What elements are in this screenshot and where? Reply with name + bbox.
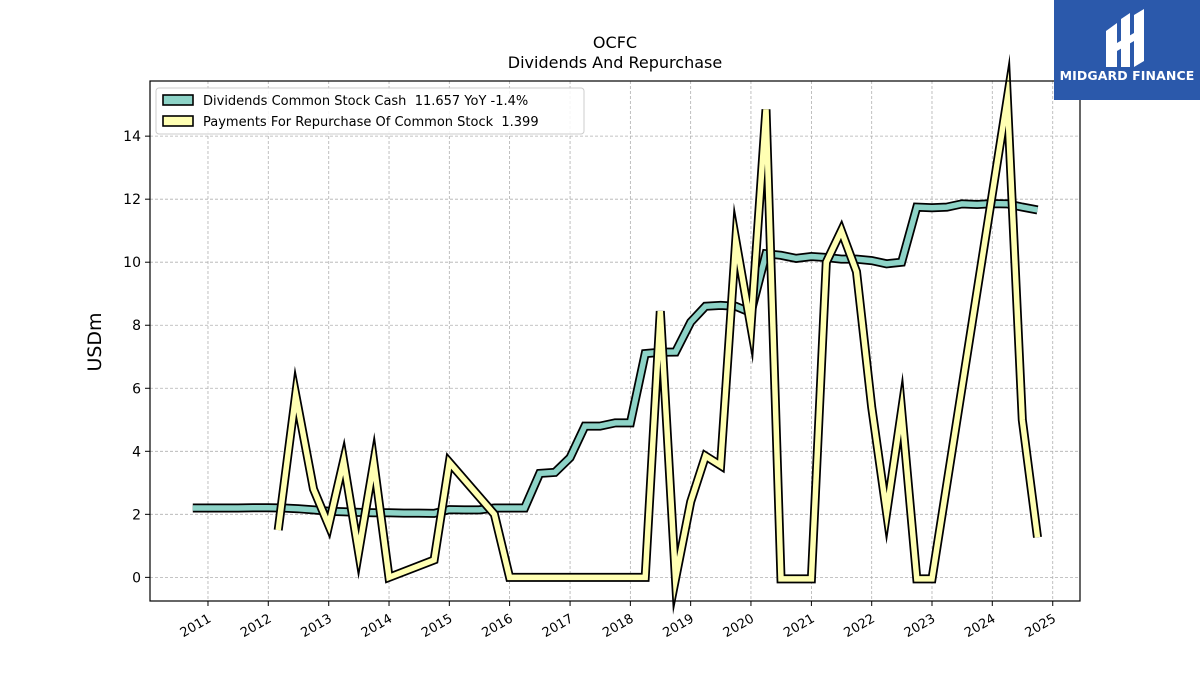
legend: Dividends Common Stock Cash 11.657 YoY -… xyxy=(155,87,585,135)
x-tick-label: 2025 xyxy=(1023,611,1059,641)
x-tick-label: 2020 xyxy=(721,611,757,641)
y-tick-label: 14 xyxy=(123,129,141,145)
y-tick-label: 4 xyxy=(132,444,141,460)
chart-subtitle: Dividends And Repurchase xyxy=(508,53,722,72)
x-tick-label: 2016 xyxy=(479,611,515,641)
x-tick-label: 2021 xyxy=(781,611,817,641)
legend-label-dividends: Dividends Common Stock Cash 11.657 YoY -… xyxy=(203,94,528,109)
series-repurchase xyxy=(273,53,1042,615)
y-axis-label: USDm xyxy=(84,312,106,371)
brand-name: MIDGARD FINANCE xyxy=(1059,68,1195,83)
legend-box xyxy=(155,87,585,135)
legend-swatch-repurchase xyxy=(162,115,194,127)
x-tick-label: 2012 xyxy=(238,611,274,641)
plot-frame xyxy=(149,80,1081,602)
x-tick-label: 2024 xyxy=(962,611,998,641)
x-tick-label: 2017 xyxy=(540,611,576,641)
legend-swatch-dividends xyxy=(162,94,194,106)
x-tick-label: 2022 xyxy=(842,611,878,641)
x-tick-label: 2013 xyxy=(299,611,335,641)
y-tick-label: 2 xyxy=(132,507,141,523)
x-tick-label: 2019 xyxy=(660,611,696,641)
x-tick-label: 2018 xyxy=(600,611,636,641)
series-line xyxy=(275,71,1041,601)
series-layer xyxy=(192,53,1042,615)
y-tick-label: 12 xyxy=(123,192,141,208)
chart-title: OCFC xyxy=(593,33,637,52)
gridlines xyxy=(150,81,1080,601)
y-tick-label: 10 xyxy=(123,255,141,271)
y-tick-label: 8 xyxy=(132,318,141,334)
legend-label-repurchase: Payments For Repurchase Of Common Stock … xyxy=(203,115,539,130)
x-tick-label: 2014 xyxy=(359,611,395,641)
midgard-logo-icon xyxy=(1102,9,1152,71)
brand-logo: MIDGARD FINANCE xyxy=(1054,0,1200,100)
x-tick-label: 2011 xyxy=(178,611,214,641)
x-tick-label: 2015 xyxy=(419,611,455,641)
y-tick-label: 6 xyxy=(132,381,141,397)
x-tick-label: 2023 xyxy=(902,611,938,641)
y-tick-label: 0 xyxy=(132,570,141,586)
